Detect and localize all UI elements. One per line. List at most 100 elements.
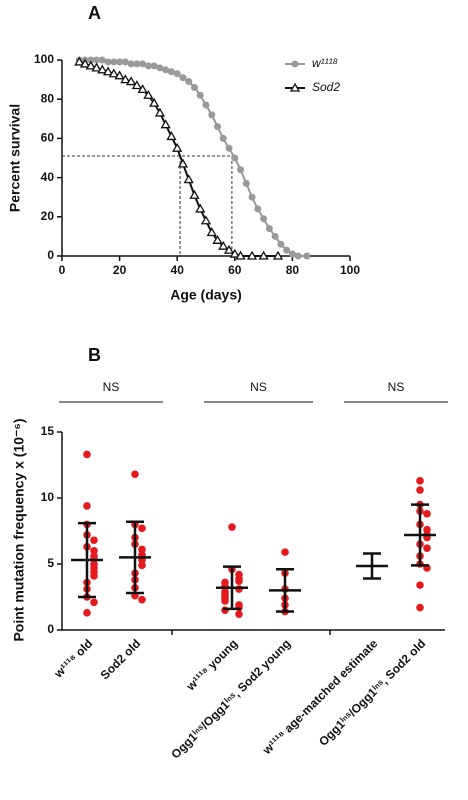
point (183, 174, 194, 184)
point (85, 60, 96, 70)
y-axis-label: Point mutation frequency x (10⁻⁶) (11, 418, 27, 641)
point (281, 548, 289, 556)
legend-label: Sod2 (312, 80, 340, 94)
point (83, 502, 91, 510)
point (131, 470, 139, 479)
point (149, 97, 160, 107)
point (218, 240, 229, 250)
panel-label: B (88, 345, 101, 365)
x-tick-label: 60 (228, 263, 242, 277)
error-bar (223, 565, 241, 611)
x-tick-label: w¹¹¹⁸ old (51, 636, 96, 681)
x-tick-label: Sod2 old (98, 636, 144, 682)
point (90, 547, 98, 555)
point (138, 595, 146, 604)
point (303, 252, 311, 260)
x-tick-label: 0 (59, 263, 66, 277)
point (214, 123, 222, 131)
annotation: NS (103, 380, 120, 394)
point (138, 561, 146, 570)
point (125, 76, 137, 86)
point (179, 74, 187, 82)
point (162, 66, 170, 74)
legend-label: w¹¹¹⁸ (312, 56, 338, 70)
y-tick-label: 0 (47, 622, 54, 636)
point (235, 585, 243, 593)
point (423, 525, 431, 534)
point (416, 581, 424, 589)
point (83, 609, 91, 617)
point (127, 60, 135, 68)
annotation: NS (250, 380, 267, 394)
annotation: NS (388, 380, 405, 394)
point (173, 70, 181, 78)
y-axis-label: Percent survival (7, 104, 23, 212)
point (294, 252, 302, 260)
point (166, 131, 177, 141)
x-tick-label: 20 (113, 263, 127, 277)
point (195, 203, 206, 213)
error-bar (126, 520, 144, 595)
point (104, 58, 112, 66)
x-tick-label: 40 (171, 263, 185, 277)
series-line (78, 61, 278, 257)
point (138, 545, 146, 554)
point (90, 572, 98, 580)
point (144, 62, 152, 70)
point (254, 205, 262, 213)
point (235, 577, 243, 585)
point (423, 544, 431, 552)
y-tick-label: 40 (41, 170, 55, 184)
point (248, 193, 256, 201)
point (229, 248, 240, 258)
point (202, 101, 210, 109)
point (150, 62, 158, 70)
point (139, 60, 147, 68)
legend-marker (289, 82, 301, 92)
point (277, 240, 285, 248)
point (235, 603, 243, 612)
point (235, 610, 243, 618)
x-tick-label: 80 (286, 263, 300, 277)
point (137, 84, 148, 94)
legend-marker (291, 60, 299, 68)
y-tick-label: 5 (47, 556, 54, 570)
point (416, 477, 424, 485)
y-tick-label: 0 (47, 248, 54, 262)
point (288, 250, 296, 258)
point (283, 246, 291, 254)
point (416, 486, 424, 494)
point (190, 83, 198, 91)
point (110, 58, 118, 66)
point (196, 91, 204, 99)
point (131, 80, 143, 90)
point (225, 144, 233, 152)
point (172, 142, 183, 152)
point (212, 235, 223, 244)
point (154, 107, 166, 117)
point (102, 66, 114, 76)
point (91, 62, 102, 72)
point (242, 179, 250, 187)
point (133, 60, 141, 68)
error-bar (411, 503, 429, 567)
point (177, 158, 189, 168)
point (120, 74, 131, 84)
point (258, 250, 269, 260)
point (200, 215, 212, 225)
point (83, 450, 91, 459)
y-tick-label: 80 (41, 91, 55, 105)
point (138, 524, 146, 533)
point (221, 606, 229, 614)
point (90, 536, 98, 545)
y-tick-label: 10 (41, 490, 55, 504)
point (87, 56, 95, 64)
error-bar (78, 521, 96, 599)
point (246, 250, 258, 260)
y-tick-label: 100 (34, 52, 54, 66)
point (265, 225, 273, 233)
error-bar (363, 552, 381, 580)
point (116, 58, 124, 66)
point (185, 78, 193, 86)
